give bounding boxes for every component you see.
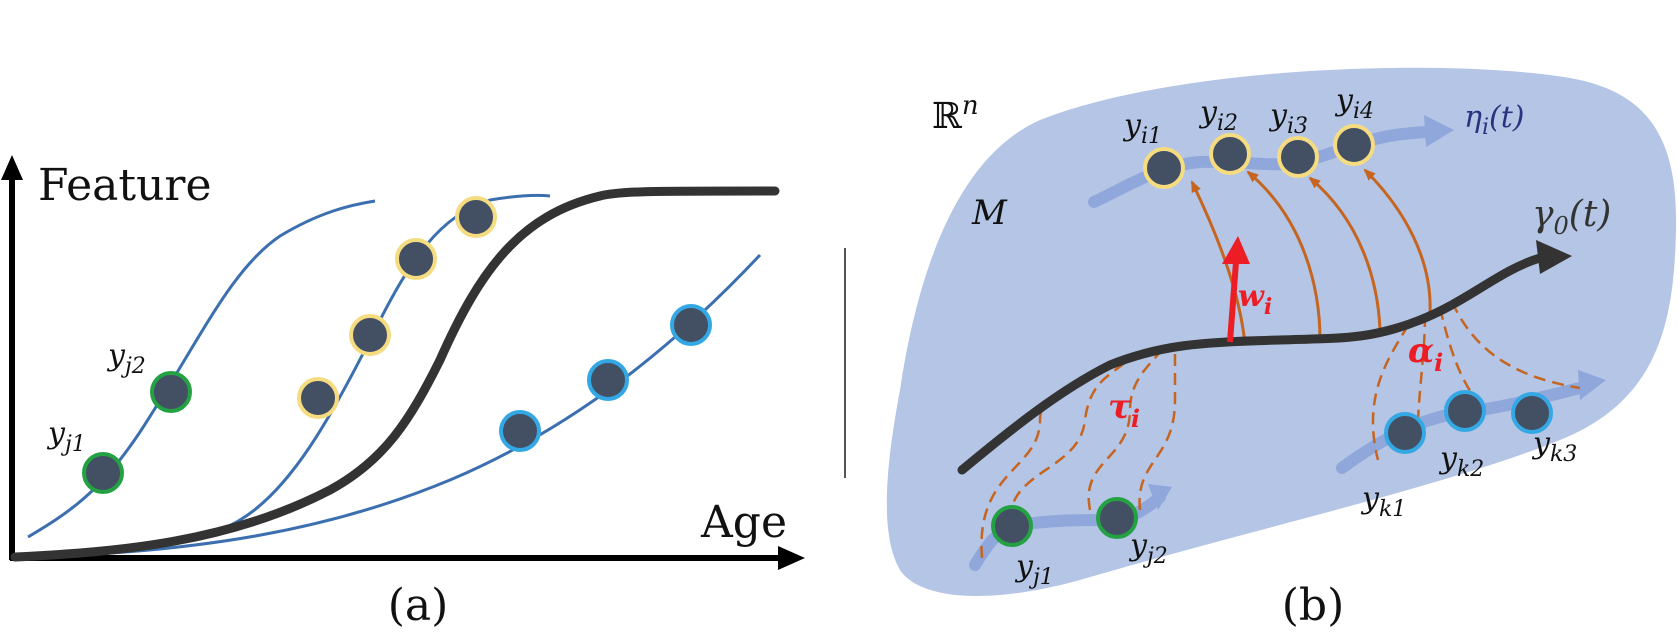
yellow-point-3 (395, 238, 437, 280)
label-yk3: yk3 (1531, 426, 1577, 467)
label-yj2: yj2 (106, 338, 146, 379)
panel-a: Feature Age yj1 yj2 (a) (1, 155, 805, 631)
k-point-3 (1511, 392, 1553, 434)
reference-curve-gamma (957, 253, 1545, 475)
label-yk2: yk2 (1438, 441, 1484, 482)
j-point-2 (1096, 497, 1138, 539)
j-point-1 (991, 505, 1033, 547)
cyan-point-1 (499, 410, 541, 452)
label-yj1: yj1 (46, 416, 86, 457)
label-yi1: yi1 (1122, 108, 1162, 149)
panel-b: ℝn M (886, 67, 1677, 631)
mean-curve (10, 186, 780, 562)
k-point-1 (1384, 412, 1426, 454)
yellow-point-1 (297, 377, 339, 419)
y-axis-label: Feature (38, 160, 212, 211)
eta-point-i2 (1209, 133, 1251, 175)
eta-arrowhead (1424, 115, 1454, 147)
green-point-j2 (150, 371, 192, 413)
x-axis-arrowhead (778, 546, 805, 570)
label-yk1: yk1 (1360, 481, 1406, 522)
label-gamma: γ0(t) (1532, 194, 1611, 240)
label-yi2: yi2 (1198, 95, 1238, 136)
y-axis-arrowhead (1, 155, 23, 180)
tau-connections (980, 346, 1177, 559)
caption-a: (a) (388, 580, 449, 631)
k-arrowhead (1578, 370, 1606, 400)
label-eta: ηi(t) (1464, 100, 1525, 140)
k-point-2 (1444, 390, 1486, 432)
label-tau: τi (1108, 387, 1140, 433)
space-label: ℝn (932, 91, 979, 137)
cyan-point-2 (587, 359, 629, 401)
label-yj2-b: yj2 (1128, 528, 1168, 569)
label-yj1-b: yj1 (1014, 549, 1054, 590)
w-arrow-head (1222, 236, 1250, 264)
w-arrow-shaft (1227, 261, 1239, 343)
manifold-label: M (971, 193, 1008, 233)
label-w: wi (1238, 279, 1272, 320)
reference-curve-arrowhead (1536, 240, 1572, 274)
yellow-point-4 (455, 196, 497, 238)
eta-point-i3 (1277, 136, 1319, 178)
eta-point-i4 (1333, 124, 1375, 166)
manifold-region (886, 67, 1677, 597)
label-yi3: yi3 (1268, 98, 1308, 139)
eta-point-i1 (1143, 147, 1185, 189)
green-point-j1 (82, 452, 124, 494)
individual-curve-yellow (19, 194, 551, 557)
caption-b: (b) (1282, 580, 1345, 631)
yellow-point-2 (349, 314, 391, 356)
individual-curve-cyan (29, 253, 762, 559)
j-arrowhead (1148, 484, 1172, 510)
cyan-point-3 (670, 304, 712, 346)
label-yi4: yi4 (1334, 83, 1374, 124)
label-alpha: αi (1408, 331, 1443, 377)
individual-curve-green (27, 199, 376, 539)
x-axis-label: Age (700, 497, 787, 548)
